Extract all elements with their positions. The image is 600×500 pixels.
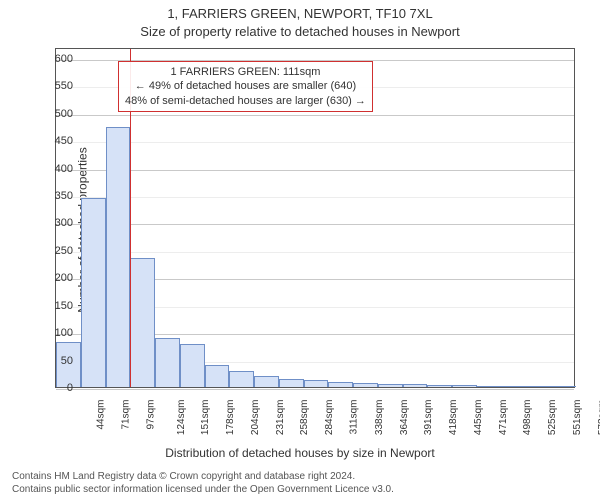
gridline-h (56, 389, 574, 390)
xtick-label: 44sqm (96, 400, 107, 430)
ytick-label: 100 (43, 327, 73, 339)
ytick-label: 0 (43, 382, 73, 394)
xtick-label: 71sqm (121, 400, 132, 430)
xtick-label: 311sqm (348, 400, 359, 435)
annotation-line: 48% of semi-detached houses are larger (… (125, 94, 366, 108)
xtick-label: 525sqm (547, 400, 558, 436)
gridline-h (56, 170, 574, 171)
histogram-bar (279, 379, 304, 387)
xtick-label: 364sqm (399, 400, 410, 436)
xtick-label: 418sqm (448, 400, 459, 436)
histogram-bar (304, 380, 329, 387)
gridline-h (56, 224, 574, 225)
plot-area: 1 FARRIERS GREEN: 111sqm← 49% of detache… (55, 48, 575, 388)
gridline-h (56, 197, 574, 198)
histogram-bar (403, 384, 428, 387)
xtick-label: 231sqm (275, 400, 286, 436)
histogram-bar (328, 382, 353, 387)
ytick-label: 250 (43, 245, 73, 257)
xtick-label: 258sqm (300, 400, 311, 436)
ytick-label: 50 (43, 355, 73, 367)
histogram-bar (254, 376, 279, 387)
histogram-bar (81, 198, 106, 387)
chart-title-line1: 1, FARRIERS GREEN, NEWPORT, TF10 7XL (0, 6, 600, 21)
xtick-label: 551sqm (572, 400, 583, 436)
xtick-label: 445sqm (473, 400, 484, 436)
ytick-label: 200 (43, 272, 73, 284)
ytick-label: 500 (43, 108, 73, 120)
xtick-label: 204sqm (250, 400, 261, 436)
histogram-bar (502, 386, 527, 387)
histogram-bar (130, 258, 155, 387)
gridline-h (56, 142, 574, 143)
histogram-bar (551, 386, 576, 387)
histogram-bar (452, 385, 477, 387)
histogram-bar (427, 385, 452, 387)
gridline-h (56, 252, 574, 253)
xtick-label: 338sqm (374, 400, 385, 436)
histogram-bar (180, 344, 205, 387)
ytick-label: 350 (43, 190, 73, 202)
ytick-label: 600 (43, 53, 73, 65)
chart-title-line2: Size of property relative to detached ho… (0, 24, 600, 39)
xtick-label: 471sqm (498, 400, 509, 436)
attribution-line1: Contains HM Land Registry data © Crown c… (12, 470, 394, 483)
histogram-bar (353, 383, 378, 387)
histogram-bar (106, 127, 131, 387)
attribution-line2: Contains public sector information licen… (12, 483, 394, 496)
histogram-bar (155, 338, 180, 387)
gridline-h (56, 115, 574, 116)
xtick-label: 284sqm (324, 400, 335, 436)
annotation-box: 1 FARRIERS GREEN: 111sqm← 49% of detache… (118, 61, 373, 112)
histogram-bar (477, 386, 502, 387)
histogram-bar (378, 384, 403, 387)
attribution: Contains HM Land Registry data © Crown c… (12, 470, 394, 496)
ytick-label: 150 (43, 300, 73, 312)
xtick-label: 151sqm (201, 400, 212, 436)
ytick-label: 550 (43, 80, 73, 92)
xtick-label: 124sqm (176, 400, 187, 436)
histogram-bar (205, 365, 230, 387)
histogram-bar (229, 371, 254, 387)
xtick-label: 178sqm (225, 400, 236, 436)
xtick-label: 391sqm (423, 400, 434, 436)
xtick-label: 97sqm (145, 400, 156, 430)
x-axis-label: Distribution of detached houses by size … (0, 446, 600, 460)
histogram-bar (526, 386, 551, 387)
annotation-line: ← 49% of detached houses are smaller (64… (125, 79, 366, 93)
annotation-line: 1 FARRIERS GREEN: 111sqm (125, 65, 366, 79)
ytick-label: 300 (43, 217, 73, 229)
ytick-label: 400 (43, 163, 73, 175)
xtick-label: 498sqm (522, 400, 533, 436)
ytick-label: 450 (43, 135, 73, 147)
